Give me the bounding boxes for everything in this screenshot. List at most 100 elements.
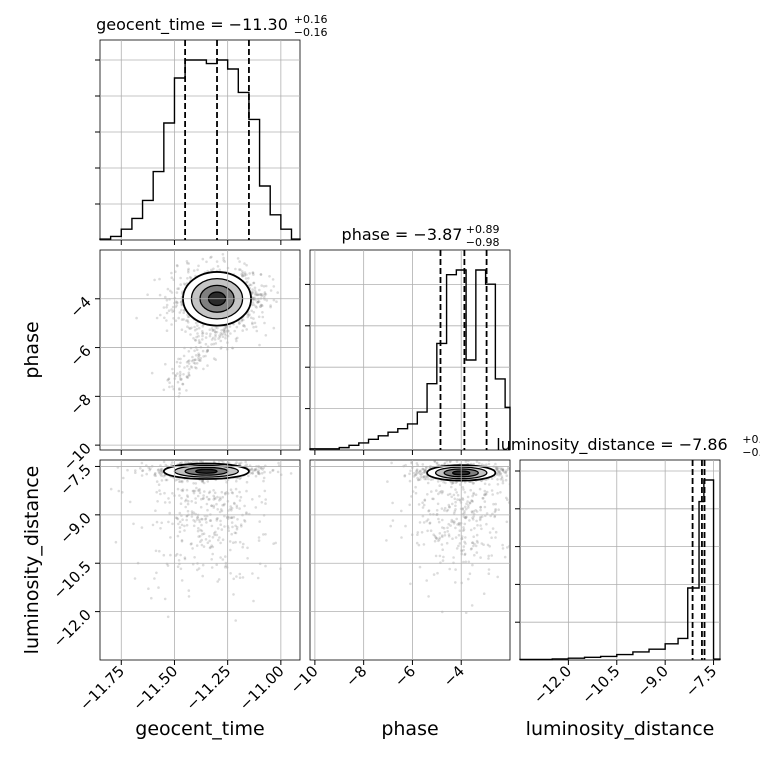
scatter-point [175, 301, 179, 304]
scatter-point [208, 519, 212, 522]
scatter-point [463, 552, 467, 556]
scatter-point [199, 460, 202, 462]
scatter-point [391, 501, 394, 505]
scatter-point [443, 463, 447, 466]
scatter-point [487, 572, 491, 575]
scatter-point [421, 463, 425, 466]
scatter-point [147, 587, 150, 590]
scatter-point [462, 528, 466, 531]
scatter-point [452, 511, 456, 515]
scatter-point [489, 514, 493, 518]
scatter-point [229, 572, 232, 575]
scatter-point [427, 595, 430, 598]
scatter-point [147, 466, 150, 470]
scatter-point [448, 505, 451, 509]
scatter-point [265, 299, 269, 302]
scatter-point [440, 489, 443, 493]
scatter-point [452, 493, 456, 497]
scatter-point [252, 469, 255, 473]
scatter-point [215, 519, 219, 522]
scatter-point [475, 551, 479, 554]
scatter-point [468, 519, 471, 522]
scatter-point [497, 508, 501, 512]
scatter-point [219, 331, 223, 335]
scatter-point [435, 537, 438, 540]
scatter-point [425, 579, 429, 582]
scatter-point [128, 500, 132, 504]
scatter-point [443, 531, 447, 534]
x-tick-label: −4 [440, 662, 468, 690]
scatter-point [255, 306, 258, 309]
scatter-point [449, 460, 452, 463]
scatter-point [495, 467, 498, 470]
scatter-point [447, 534, 451, 538]
scatter-point [169, 289, 172, 293]
scatter-point [180, 539, 184, 543]
scatter-point [454, 500, 457, 504]
scatter-point [186, 494, 189, 497]
scatter-point [150, 371, 154, 375]
scatter-point [201, 518, 204, 521]
scatter-point [403, 474, 407, 478]
scatter-point [174, 516, 178, 519]
scatter-point [262, 476, 266, 480]
scatter-point [262, 514, 266, 517]
scatter-point [228, 540, 232, 543]
scatter-point [465, 502, 468, 506]
scatter-point [258, 343, 261, 347]
scatter-point [160, 521, 163, 525]
scatter-point [204, 342, 208, 346]
scatter-point [485, 463, 488, 467]
scatter-point [210, 558, 213, 561]
scatter-point [210, 504, 213, 508]
scatter-point [448, 567, 452, 571]
scatter-point [484, 492, 487, 496]
histogram-phase [309, 269, 511, 450]
scatter-point [462, 545, 466, 548]
y-tick-label: −9.0 [56, 509, 94, 547]
scatter-point [454, 536, 458, 539]
scatter-point [211, 536, 215, 539]
scatter-point [430, 490, 433, 493]
x-axis-label-luminosity_distance: luminosity_distance [526, 718, 715, 740]
scatter-point [238, 322, 241, 325]
scatter-point [250, 316, 253, 320]
scatter-point [216, 265, 220, 268]
scatter-point [211, 545, 215, 549]
scatter-point [190, 515, 194, 518]
scatter-point [391, 519, 395, 522]
scatter-point [212, 267, 215, 271]
scatter-point [487, 554, 491, 558]
scatter-point [211, 328, 215, 332]
scatter-point [471, 482, 475, 485]
scatter-point [171, 461, 174, 464]
scatter-point [232, 515, 236, 519]
scatter-point [412, 471, 416, 475]
scatter-point [183, 557, 187, 561]
scatter-point [200, 538, 203, 542]
scatter-point [412, 475, 416, 478]
scatter-point [195, 518, 199, 521]
scatter-point [187, 271, 190, 274]
scatter-point [464, 460, 468, 463]
scatter-point [242, 324, 245, 328]
scatter-point [198, 488, 201, 491]
scatter-point [162, 306, 166, 309]
scatter-point [454, 581, 457, 584]
scatter-point [211, 552, 214, 556]
scatter-point [436, 502, 440, 506]
scatter-point [272, 285, 276, 288]
scatter-point [226, 492, 230, 495]
scatter-point [271, 469, 274, 472]
scatter-point [225, 325, 228, 328]
scatter-point [187, 373, 191, 377]
scatter-point [254, 298, 257, 302]
scatter-point [264, 334, 268, 337]
scatter-point [487, 557, 490, 560]
scatter-point [180, 377, 183, 381]
scatter-point [174, 319, 178, 323]
scatter-point [223, 260, 226, 263]
scatter-point [201, 532, 204, 536]
scatter-point [225, 491, 228, 494]
scatter-point [185, 260, 189, 263]
